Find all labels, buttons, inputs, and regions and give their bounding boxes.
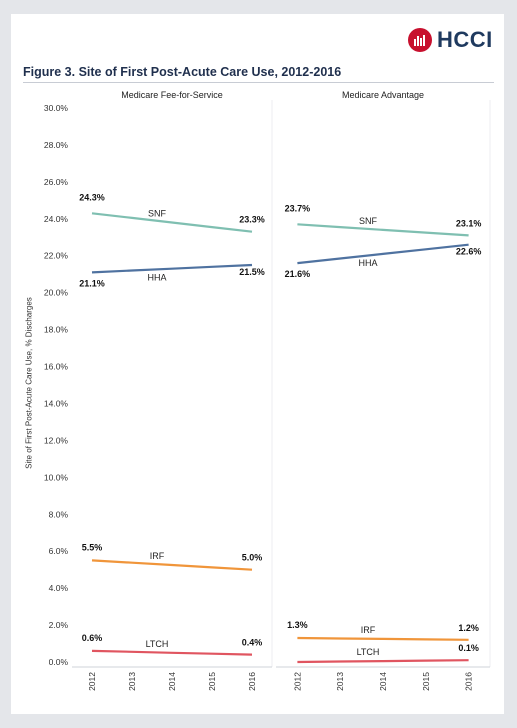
y-tick-label: 22.0% <box>44 251 69 261</box>
x-tick-label: 2014 <box>378 672 388 691</box>
hcci-logo-icon <box>408 28 432 52</box>
series-name-label: SNF <box>359 216 378 226</box>
y-tick-label: 28.0% <box>44 140 69 150</box>
series-line-ltch <box>297 659 469 664</box>
series-name-label: HHA <box>358 258 377 268</box>
y-tick-label: 0.0% <box>49 657 69 667</box>
series-name-label: LTCH <box>357 647 380 657</box>
data-label: 0.1% <box>458 643 479 653</box>
x-tick-label: 2016 <box>247 672 257 691</box>
data-label: 24.3% <box>79 192 105 202</box>
series-name-label: HHA <box>147 273 166 283</box>
y-tick-label: 30.0% <box>44 103 69 113</box>
x-tick-label: 2016 <box>464 672 474 691</box>
data-label: 1.2% <box>458 623 479 633</box>
y-tick-label: 26.0% <box>44 177 69 187</box>
series-name-label: SNF <box>148 208 167 218</box>
y-tick-label: 6.0% <box>49 546 69 556</box>
y-tick-label: 12.0% <box>44 435 69 445</box>
series-line-snf <box>297 223 469 237</box>
y-tick-label: 24.0% <box>44 214 69 224</box>
hcci-logo: HCCI <box>408 27 493 53</box>
y-tick-label: 18.0% <box>44 325 69 335</box>
y-tick-label: 4.0% <box>49 583 69 593</box>
x-tick-label: 2013 <box>335 672 345 691</box>
data-label: 22.6% <box>456 247 482 257</box>
data-label: 1.3% <box>287 620 308 630</box>
data-label: 23.1% <box>456 218 482 228</box>
data-label: 23.7% <box>285 203 311 213</box>
series-name-label: IRF <box>361 625 376 635</box>
y-tick-label: 16.0% <box>44 362 69 372</box>
y-tick-label: 2.0% <box>49 620 69 630</box>
y-tick-label: 8.0% <box>49 509 69 519</box>
x-tick-label: 2015 <box>421 672 431 691</box>
x-tick-label: 2012 <box>87 672 97 691</box>
series-line-irf <box>297 636 469 641</box>
series-line-hha <box>91 263 253 274</box>
panel-title: Medicare Advantage <box>342 90 424 100</box>
series-line-ltch <box>91 649 253 656</box>
data-label: 21.1% <box>79 278 105 288</box>
data-label: 21.5% <box>239 267 265 277</box>
figure-card: HCCI <box>11 14 504 714</box>
data-label: 23.3% <box>239 215 265 225</box>
y-tick-label: 20.0% <box>44 288 69 298</box>
data-label: 5.5% <box>82 542 103 552</box>
series-line-snf <box>91 212 253 233</box>
figure-title: Figure 3. Site of First Post-Acute Care … <box>23 65 342 79</box>
series-name-label: LTCH <box>146 639 169 649</box>
series-line-hha <box>297 243 469 265</box>
data-label: 0.6% <box>82 633 103 643</box>
data-label: 21.6% <box>285 269 311 279</box>
x-tick-label: 2012 <box>292 672 302 691</box>
y-tick-label: 10.0% <box>44 472 69 482</box>
series-name-label: IRF <box>150 551 165 561</box>
data-label: 0.4% <box>242 638 263 648</box>
x-tick-label: 2015 <box>207 672 217 691</box>
x-tick-label: 2013 <box>127 672 137 691</box>
title-divider <box>23 82 494 83</box>
hcci-logo-text: HCCI <box>437 27 493 52</box>
x-tick-label: 2014 <box>167 672 177 691</box>
data-label: 5.0% <box>242 553 263 563</box>
y-tick-label: 14.0% <box>44 398 69 408</box>
panel-title: Medicare Fee-for-Service <box>121 90 223 100</box>
series-line-irf <box>91 559 253 571</box>
